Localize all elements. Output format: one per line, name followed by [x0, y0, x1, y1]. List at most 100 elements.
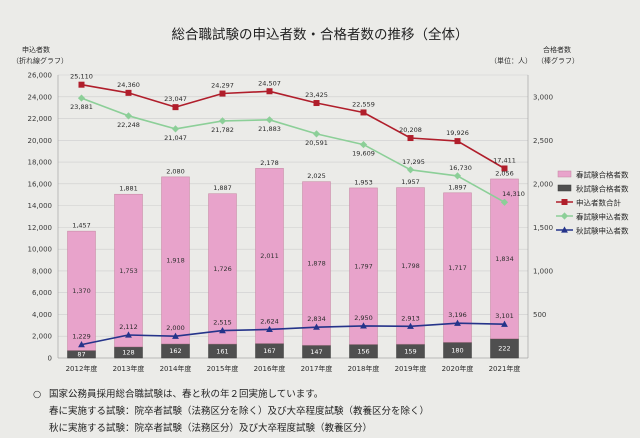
- x-axis-tick-label: 2016年度: [254, 364, 286, 373]
- line-label-total-applicants-3: 24,297: [211, 82, 234, 90]
- bar-spring-passers-8: [443, 192, 472, 343]
- line-label-spring-applicants-7: 17,295: [402, 158, 425, 166]
- bar-label-spring-passers-3: 1,726: [213, 265, 232, 273]
- legend-label: 秋試験合格者数: [576, 184, 629, 194]
- bar-label-spring-passers-8: 1,717: [448, 264, 467, 272]
- notes: ○ 国家公務員採用総合職試験は、春と秋の年２回実施しています。 春に実施する試験…: [33, 388, 429, 434]
- stacked-bars: [67, 168, 519, 359]
- bar-spring-passers-6: [349, 187, 378, 345]
- point-spring-applicants-5: [312, 130, 321, 138]
- right-axis-ticks: 500 1,000 1,500 2,000 2,500 3,000: [533, 93, 553, 319]
- data-labels: 87 128 162 161 167 147 156 159 180 222 1,370 1,753 1…: [70, 73, 525, 359]
- bar-spring-passers-0: [67, 230, 96, 351]
- legend-label: 秋試験申込者数: [576, 226, 629, 236]
- bar-label-autumn-passers-7: 159: [404, 347, 416, 355]
- point-autumn-applicants-4: [266, 325, 273, 333]
- right-axis-tick-label: 3,000: [533, 93, 553, 101]
- line-total-applicants: [81, 83, 505, 170]
- bar-total-label-6: 1,953: [354, 178, 373, 186]
- line-label-total-applicants-6: 22,559: [352, 100, 375, 108]
- left-axis-title: 申込者数: [22, 45, 50, 54]
- bar-label-autumn-passers-9: 222: [498, 345, 510, 353]
- line-label-autumn-applicants-6: 2,950: [354, 314, 373, 322]
- point-total-applicants-1: [125, 89, 132, 96]
- legend-marker-autumn-applicants: [561, 226, 568, 233]
- line-label-total-applicants-1: 24,360: [117, 81, 140, 89]
- bar-total-label-0: 1,457: [72, 222, 91, 230]
- left-axis-tick-label: 12,000: [28, 224, 53, 232]
- point-spring-applicants-9: [500, 198, 509, 206]
- right-axis-tick-label: 500: [533, 311, 546, 319]
- point-autumn-applicants-6: [360, 322, 367, 329]
- x-axis-tick-label: 2020年度: [442, 364, 474, 373]
- point-total-applicants-6: [360, 109, 367, 116]
- x-axis-tick-label: 2015年度: [207, 364, 239, 373]
- line-label-total-applicants-9: 17,411: [493, 156, 516, 164]
- right-axis-title: 合格者数: [543, 45, 571, 54]
- left-axis-tick-label: 18,000: [28, 159, 53, 167]
- line-label-autumn-applicants-2: 2,000: [166, 324, 185, 332]
- point-total-applicants-0: [78, 81, 85, 88]
- bar-label-spring-passers-0: 1,370: [72, 287, 91, 295]
- x-axis-tick-label: 2021年度: [489, 364, 521, 373]
- legend-label: 春試験申込者数: [576, 212, 629, 222]
- bar-total-label-3: 1,887: [213, 184, 232, 192]
- point-spring-applicants-3: [218, 117, 227, 125]
- line-label-autumn-applicants-4: 2,624: [260, 317, 279, 325]
- point-autumn-applicants-3: [219, 327, 226, 334]
- point-autumn-applicants-1: [125, 331, 132, 338]
- bar-total-label-7: 1,957: [401, 178, 420, 186]
- legend-item: 申込者数合計: [556, 198, 621, 208]
- bar-label-autumn-passers-5: 147: [310, 348, 322, 356]
- line-label-autumn-applicants-5: 2,834: [307, 315, 326, 323]
- line-label-autumn-applicants-0: 1,229: [72, 333, 91, 341]
- line-label-autumn-applicants-3: 2,515: [213, 319, 232, 327]
- x-axis-tick-label: 2014年度: [160, 364, 192, 373]
- legend-item: 春試験申込者数: [556, 212, 629, 222]
- point-spring-applicants-7: [406, 166, 415, 174]
- point-total-applicants-9: [501, 165, 508, 172]
- legend-label: 申込者数合計: [576, 198, 621, 208]
- left-axis-tick-label: 8,000: [32, 267, 52, 275]
- point-autumn-applicants-0: [78, 341, 85, 348]
- line-label-spring-applicants-2: 21,047: [164, 134, 187, 142]
- legend-marker-total-applicants: [561, 199, 568, 205]
- line-label-spring-applicants-0: 23,881: [70, 103, 93, 111]
- left-axis-tick-label: 6,000: [32, 289, 52, 297]
- left-axis-tick-label: 22,000: [28, 115, 53, 123]
- note-line: 春に実施する試験：院卒者試験（法務区分を除く）及び大卒程度試験（教養区分を除く）: [49, 405, 429, 417]
- left-axis-tick-label: 0: [48, 355, 52, 363]
- point-total-applicants-7: [407, 135, 414, 142]
- point-spring-applicants-6: [359, 140, 368, 149]
- point-autumn-applicants-8: [454, 319, 461, 326]
- left-axis-tick-label: 14,000: [28, 202, 53, 210]
- line-label-spring-applicants-9: 14,310: [502, 190, 525, 198]
- left-axis-tick-label: 26,000: [28, 72, 53, 80]
- left-axis-tick-label: 20,000: [28, 137, 53, 145]
- bar-label-spring-passers-9: 1,834: [495, 255, 514, 263]
- left-axis-tick-label: 16,000: [28, 180, 53, 188]
- x-axis-tick-label: 2012年度: [66, 364, 98, 373]
- left-axis-note: （折れ線グラフ）: [12, 56, 68, 65]
- note-bullet: ○: [33, 389, 41, 400]
- point-spring-applicants-4: [265, 116, 274, 124]
- point-total-applicants-4: [266, 88, 273, 95]
- bar-total-label-2: 2,080: [166, 167, 185, 175]
- right-axis-note: （棒グラフ）: [537, 56, 579, 65]
- point-autumn-applicants-9: [501, 320, 508, 327]
- point-spring-applicants-0: [77, 94, 86, 102]
- bar-label-spring-passers-5: 1,878: [307, 260, 326, 268]
- bar-label-autumn-passers-1: 128: [122, 349, 134, 357]
- point-total-applicants-5: [313, 100, 320, 107]
- line-label-spring-applicants-4: 21,883: [258, 125, 281, 133]
- line-label-autumn-applicants-1: 2,112: [119, 323, 138, 331]
- bar-total-label-9: 2,056: [495, 169, 514, 177]
- right-axis-tick-label: 2,000: [533, 180, 553, 188]
- right-axis-tick-label: 1,000: [533, 267, 553, 275]
- line-series: [77, 81, 509, 348]
- bar-label-spring-passers-7: 1,798: [401, 262, 420, 270]
- line-label-autumn-applicants-8: 3,196: [448, 311, 467, 319]
- bar-label-spring-passers-6: 1,797: [354, 262, 373, 270]
- bar-label-spring-passers-2: 1,918: [166, 257, 185, 265]
